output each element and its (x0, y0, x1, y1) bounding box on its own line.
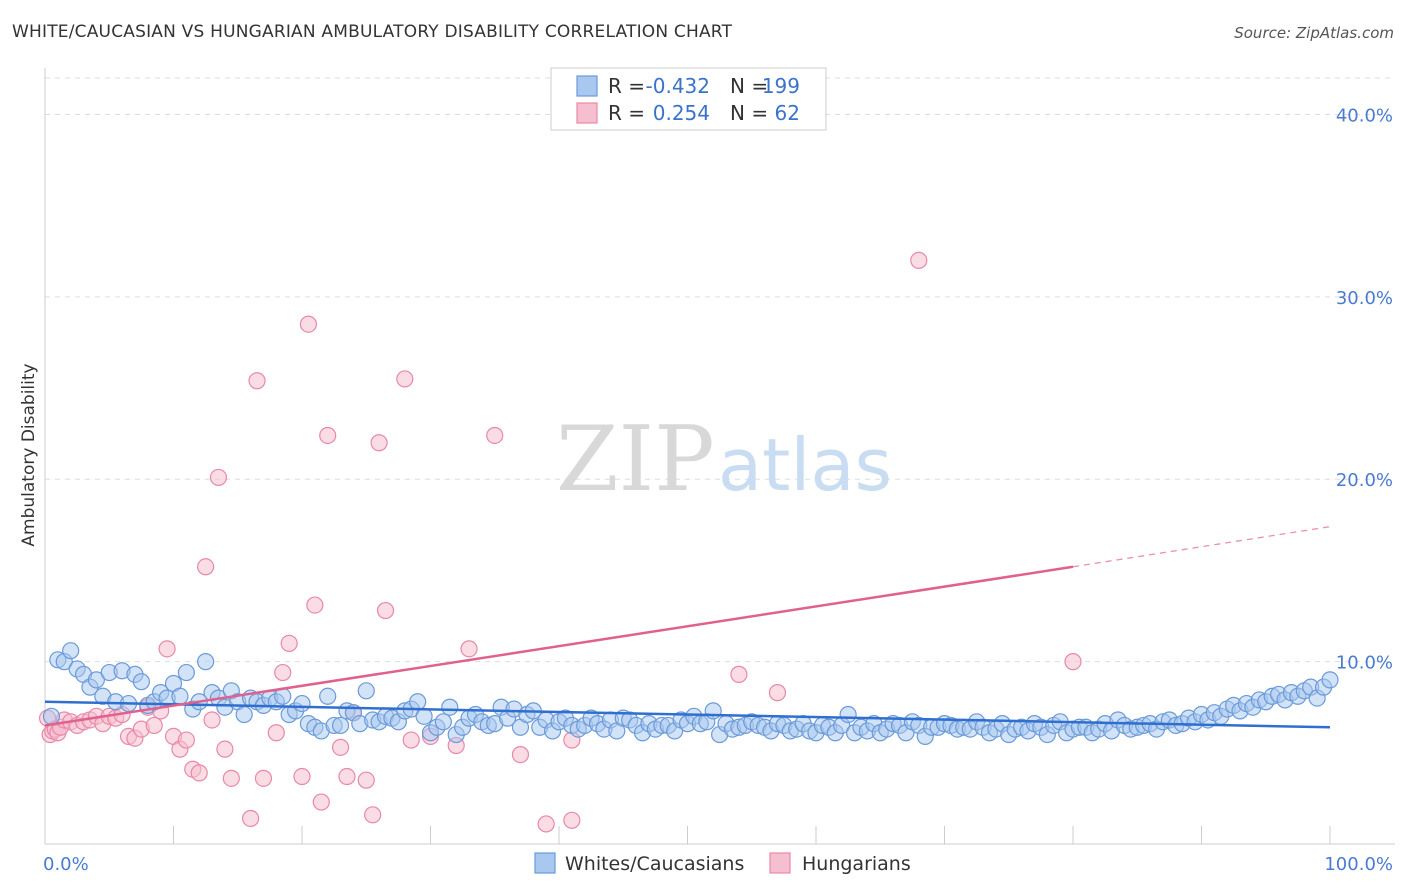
legend-n-label-1: N = (730, 74, 768, 98)
source-label: Source: ZipAtlas.com (1234, 24, 1394, 42)
tick-labels: 10.0% 20.0% 30.0% 40.0% 0.0% 100.0% (43, 105, 1393, 875)
whites-point (319, 687, 337, 705)
hungarians-point (396, 370, 414, 388)
whites-point (62, 642, 80, 660)
whites-point (434, 713, 452, 731)
hungarians-point (280, 634, 298, 652)
grid-lines (45, 77, 1395, 663)
hungarians-point (197, 558, 215, 576)
hungarians-trend-extension (1072, 526, 1331, 568)
legend-r-value-1: -0.432 (646, 74, 710, 98)
hungarians-point (248, 372, 266, 390)
hungarians-point (370, 434, 388, 452)
hungarians-point (299, 315, 318, 333)
hungarians-point (145, 716, 163, 735)
whites-points (42, 642, 1339, 745)
bottom-legend-swatch-whites (534, 852, 556, 874)
watermark-zip: ZIP (556, 407, 715, 512)
watermark-atlas: atlas (718, 423, 892, 507)
whites-point (235, 705, 253, 724)
hungarians-point (267, 724, 285, 742)
whites-point (331, 716, 350, 735)
whites-point (177, 663, 195, 682)
legend-swatch-whites (576, 75, 598, 97)
series-legend: Whites/Caucasians Hungarians (534, 852, 911, 875)
hungarians-point (306, 596, 324, 614)
whites-point (1321, 671, 1339, 689)
hungarians-point (357, 771, 375, 789)
hungarians-point (242, 809, 260, 828)
hungarians-trend-line (44, 565, 1074, 727)
hungarians-point (158, 640, 176, 658)
chart-title: WHITE/CAUCASIAN VS HUNGARIAN AMBULATORY … (12, 22, 733, 42)
hungarians-point (402, 731, 420, 749)
hungarians-point (1064, 653, 1082, 671)
legend-r-value-2: 0.254 (653, 101, 710, 125)
hungarians-point (364, 806, 382, 824)
whites-point (87, 671, 106, 689)
hungarians-point (203, 711, 221, 729)
hungarians-point (216, 740, 234, 758)
hungarians-point (190, 764, 208, 782)
hungarians-point (563, 811, 581, 829)
whites-point (197, 653, 215, 671)
whites-point (357, 682, 375, 700)
hungarians-point (537, 815, 555, 833)
hungarians-point (910, 251, 928, 269)
hungarians-point (209, 468, 228, 487)
trend-lines (44, 526, 1331, 729)
y-axis-label: Ambulatory Disability (19, 363, 39, 546)
legend-swatch-hungarians (576, 102, 598, 124)
whites-point (409, 693, 427, 711)
hungarians-point (293, 767, 311, 786)
whites-point (704, 702, 722, 720)
whites-point (839, 705, 857, 724)
hungarians-point (177, 731, 195, 749)
watermark: ZIP atlas (556, 407, 892, 512)
hungarians-point (768, 684, 787, 702)
bottom-legend-swatch-hungarians (769, 852, 791, 874)
whites-point (415, 707, 433, 725)
hungarians-point (338, 767, 356, 786)
whites-point (293, 694, 311, 713)
bottom-legend-label-whites: Whites/Caucasians (565, 853, 744, 875)
whites-point (132, 673, 150, 691)
hungarians-point (376, 601, 395, 620)
legend-r-label-1: R = (608, 74, 645, 98)
hungarians-point (460, 640, 478, 658)
hungarians-point (730, 665, 748, 683)
hungarians-point (222, 769, 240, 787)
whites-point (171, 687, 189, 705)
hungarians-point (319, 426, 337, 445)
hungarians-point (331, 738, 350, 756)
whites-point (42, 707, 61, 725)
legend-n-value-2: 62 (775, 101, 800, 125)
y-tick-label: 20.0% (1336, 470, 1393, 491)
y-tick-label: 30.0% (1336, 288, 1393, 309)
legend-n-label-2: N = (730, 101, 768, 125)
hungarians-point (274, 663, 292, 682)
x-tick-label-min: 0.0% (43, 854, 89, 875)
whites-point (441, 698, 459, 716)
hungarians-point (486, 426, 504, 445)
hungarians-point (312, 793, 330, 811)
hungarians-point (511, 746, 530, 764)
hungarians-point (254, 769, 273, 787)
legend-n-value-1: 199 (762, 74, 800, 98)
x-tick-label-max: 100.0% (1324, 854, 1393, 875)
y-tick-label: 40.0% (1336, 105, 1393, 126)
legend-r-label-2: R = (608, 101, 645, 125)
y-tick-label: 10.0% (1336, 653, 1393, 674)
whites-trend-line (44, 700, 1331, 729)
correlation-legend: R = -0.432 N = 199 R = 0.254 N = 62 (550, 67, 827, 131)
hungarians-points (38, 251, 1082, 833)
bottom-legend-label-hungarians: Hungarians (802, 853, 911, 875)
